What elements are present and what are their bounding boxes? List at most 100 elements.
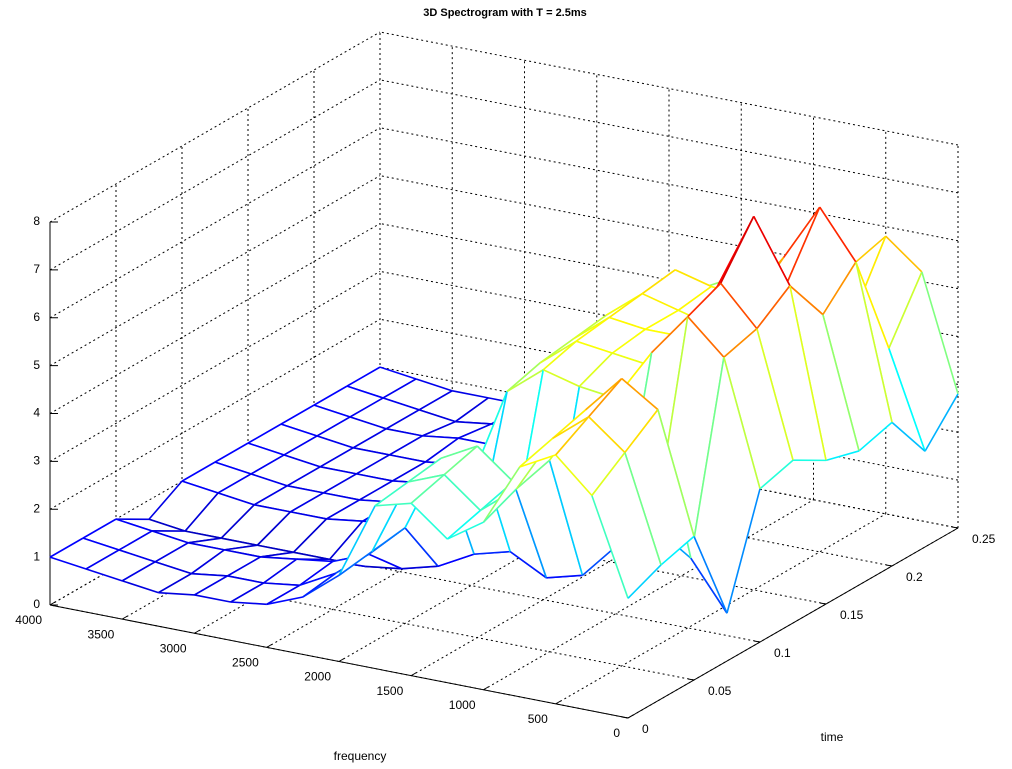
mesh-edge — [320, 466, 357, 475]
mesh-edge — [293, 551, 330, 561]
mesh-face — [690, 357, 760, 614]
mesh-edge — [641, 292, 679, 312]
mesh-edge — [257, 544, 294, 554]
mesh-edge — [266, 596, 304, 606]
mesh-edge — [217, 473, 252, 494]
mesh-edge — [446, 509, 481, 540]
y-axis-label: time — [821, 730, 844, 744]
mesh-edge — [885, 235, 923, 273]
mesh-edge — [122, 580, 159, 594]
mesh-edge — [855, 261, 893, 423]
mesh-edge — [888, 348, 926, 452]
mesh-face — [215, 443, 285, 474]
mesh-edge — [578, 352, 613, 388]
mesh-face — [194, 575, 264, 603]
mesh-edge — [753, 216, 791, 287]
mesh-edge — [407, 457, 442, 483]
mesh-edge — [644, 309, 679, 331]
y-tick-label: 0.25 — [972, 532, 996, 546]
x-tick-label: 0 — [613, 726, 620, 740]
mesh-edge — [677, 285, 712, 311]
mesh-edge — [693, 536, 728, 614]
mesh-edge — [542, 369, 580, 388]
mesh-face — [83, 519, 153, 550]
mesh-edge — [326, 499, 360, 520]
mesh-edge — [651, 316, 689, 354]
grid-line — [379, 270, 959, 385]
mesh-face — [419, 390, 489, 422]
mesh-edge — [624, 452, 662, 566]
mesh-edge — [720, 216, 755, 284]
mesh-edge — [316, 416, 351, 437]
mesh-face — [624, 409, 694, 565]
mesh-edge — [385, 409, 420, 430]
mesh-edge — [555, 416, 590, 456]
z-tick-label: 3 — [33, 454, 40, 468]
mesh-edge — [280, 423, 318, 437]
mesh-edge — [181, 480, 219, 494]
mesh-face — [290, 492, 360, 519]
mesh-face — [323, 473, 393, 500]
mesh-edge — [263, 582, 300, 587]
mesh-face — [408, 446, 478, 482]
grid-line — [49, 175, 381, 367]
mesh-edge — [302, 572, 337, 598]
grid-line — [411, 485, 742, 677]
mesh-face — [353, 428, 423, 455]
mesh-edge — [690, 357, 725, 559]
mesh-face — [314, 386, 384, 417]
x-tick-label: 2000 — [304, 670, 331, 684]
mesh-face — [540, 317, 610, 363]
mesh-edge — [476, 445, 514, 483]
tick-mark — [266, 643, 273, 648]
mesh-edge — [548, 460, 584, 576]
z-tick-label: 7 — [33, 262, 40, 276]
mesh-edge — [280, 404, 315, 425]
mesh-face — [720, 216, 790, 329]
z-tick-label: 6 — [33, 310, 40, 324]
mesh-edge — [121, 561, 156, 582]
x-tick-label: 1000 — [449, 698, 476, 712]
mesh-edge — [346, 366, 381, 387]
mesh-edge — [455, 420, 492, 425]
mesh-edge — [148, 480, 183, 520]
mesh-edge — [349, 397, 384, 418]
z-tick-label: 5 — [33, 358, 40, 372]
mesh-edge — [506, 369, 544, 393]
mesh-edge — [313, 385, 348, 406]
mesh-face — [185, 492, 255, 539]
mesh-face — [723, 328, 793, 489]
mesh-face — [317, 416, 387, 448]
mesh-edge — [585, 378, 623, 411]
mesh-face — [822, 262, 892, 451]
mesh-face — [332, 554, 402, 569]
mesh-edge — [786, 206, 821, 284]
mesh-edge — [155, 561, 192, 575]
mesh-edge — [346, 385, 384, 399]
mesh-edge — [214, 442, 249, 463]
mesh-edge — [425, 437, 459, 463]
x-tick-label: 3500 — [88, 627, 115, 641]
mesh-edge — [822, 314, 860, 452]
tick-mark — [753, 640, 761, 643]
mesh-edge — [247, 423, 282, 444]
mesh-edge — [415, 378, 453, 392]
mesh-face — [248, 424, 318, 455]
y-tick-label: 0 — [642, 722, 649, 736]
mesh-edge — [49, 556, 87, 570]
mesh-edge — [85, 568, 123, 582]
mesh-edge — [287, 485, 324, 494]
mesh-edge — [188, 542, 225, 551]
mesh-edge — [256, 511, 291, 546]
mesh-edge — [401, 565, 439, 570]
mesh-edge — [349, 416, 387, 430]
mesh-edge — [382, 378, 417, 399]
mesh-edge — [437, 553, 475, 567]
mesh-edge — [404, 527, 439, 567]
mesh-edge — [266, 584, 301, 605]
mesh-face — [230, 583, 300, 605]
mesh-edge — [474, 550, 511, 555]
mesh-face — [149, 481, 219, 532]
mesh-edge — [184, 530, 222, 539]
